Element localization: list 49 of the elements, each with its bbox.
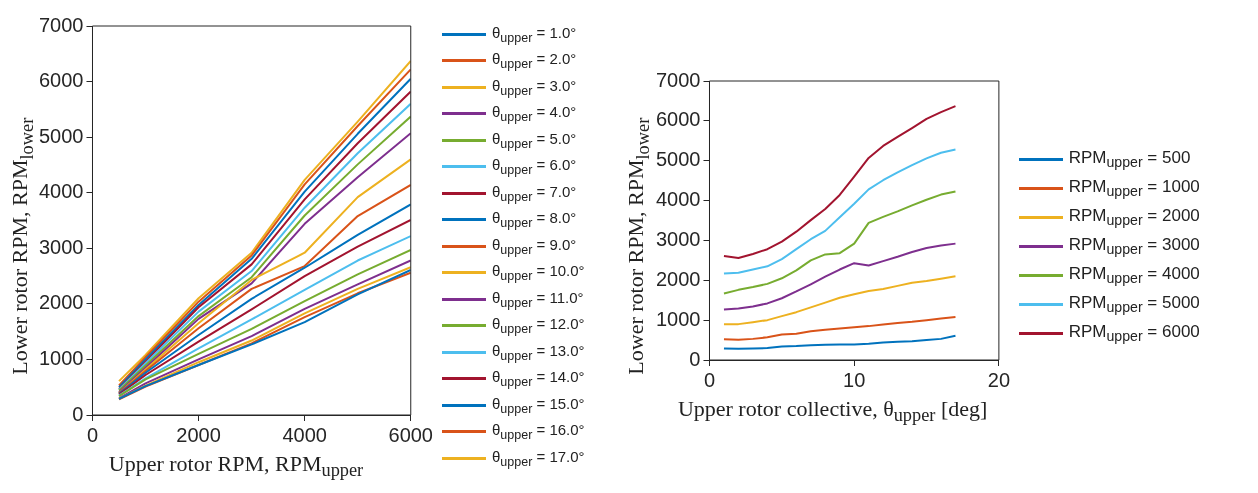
legend-label: RPM$_{upper}$ = 500 bbox=[1068, 148, 1191, 171]
x-tick-label: 0 bbox=[703, 368, 715, 391]
x-tick-label: 4000 bbox=[282, 423, 327, 446]
y-tick-label: 4000 bbox=[655, 188, 701, 211]
y-tick-label: 7000 bbox=[38, 13, 84, 36]
legend-label: RPM$_{upper}$ = 1000 bbox=[1068, 177, 1200, 200]
legend-label: θ$_{upper}$ = 11.0° bbox=[492, 288, 584, 310]
legend-label: θ$_{upper}$ = 15.0° bbox=[492, 394, 585, 416]
y-tick-label: 2000 bbox=[655, 268, 701, 291]
legend-label: θ$_{upper}$ = 13.0° bbox=[492, 341, 585, 363]
legend-label: θ$_{upper}$ = 14.0° bbox=[492, 368, 585, 390]
x-tick-label: 10 bbox=[842, 368, 865, 391]
legend-label: θ$_{upper}$ = 10.0° bbox=[492, 262, 585, 284]
x-tick-label: 2000 bbox=[176, 423, 221, 446]
y-tick-label: 0 bbox=[688, 347, 701, 370]
y-tick-label: 3000 bbox=[655, 228, 701, 251]
y-tick-label: 4000 bbox=[38, 180, 84, 203]
legend-label: RPM$_{upper}$ = 2000 bbox=[1068, 206, 1200, 229]
x-tick-label: 20 bbox=[987, 368, 1010, 391]
x-tick-label: 0 bbox=[86, 423, 99, 446]
legend-label: θ$_{upper}$ = 3.0° bbox=[492, 76, 577, 98]
legend-label: θ$_{upper}$ = 17.0° bbox=[492, 447, 585, 469]
x-tick-label: 6000 bbox=[388, 423, 433, 446]
y-tick-label: 0 bbox=[72, 402, 84, 425]
legend-label: RPM$_{upper}$ = 5000 bbox=[1068, 293, 1200, 316]
legend-label: θ$_{upper}$ = 2.0° bbox=[492, 50, 577, 72]
legend-label: θ$_{upper}$ = 12.0° bbox=[492, 315, 585, 337]
y-tick-label: 2000 bbox=[38, 291, 84, 314]
legend-label: θ$_{upper}$ = 6.0° bbox=[492, 156, 577, 178]
legend-label: θ$_{upper}$ = 9.0° bbox=[492, 235, 577, 257]
legend-label: θ$_{upper}$ = 8.0° bbox=[492, 209, 577, 231]
legend-label: θ$_{upper}$ = 1.0° bbox=[492, 23, 577, 45]
y-tick-label: 3000 bbox=[38, 236, 84, 259]
y-tick-label: 5000 bbox=[655, 148, 701, 171]
legend-label: RPM$_{upper}$ = 4000 bbox=[1068, 264, 1200, 287]
x-axis-title: Upper rotor RPM, RPM$_{upper}$ bbox=[108, 451, 364, 482]
y-tick-label: 1000 bbox=[38, 347, 84, 370]
y-tick-label: 1000 bbox=[655, 307, 701, 330]
legend-label: θ$_{upper}$ = 5.0° bbox=[492, 129, 577, 151]
y-tick-label: 6000 bbox=[38, 69, 84, 92]
legend-label: θ$_{upper}$ = 7.0° bbox=[492, 182, 577, 204]
x-axis-title: Upper rotor collective, θ$_{upper}$ [deg] bbox=[677, 396, 988, 427]
legend-label: RPM$_{upper}$ = 6000 bbox=[1068, 322, 1200, 345]
legend-label: θ$_{upper}$ = 4.0° bbox=[492, 103, 577, 125]
legend-label: RPM$_{upper}$ = 3000 bbox=[1068, 235, 1200, 258]
y-tick-label: 7000 bbox=[655, 68, 701, 91]
y-tick-label: 6000 bbox=[655, 108, 701, 131]
y-tick-label: 5000 bbox=[38, 124, 84, 147]
legend-label: θ$_{upper}$ = 16.0° bbox=[492, 421, 585, 443]
